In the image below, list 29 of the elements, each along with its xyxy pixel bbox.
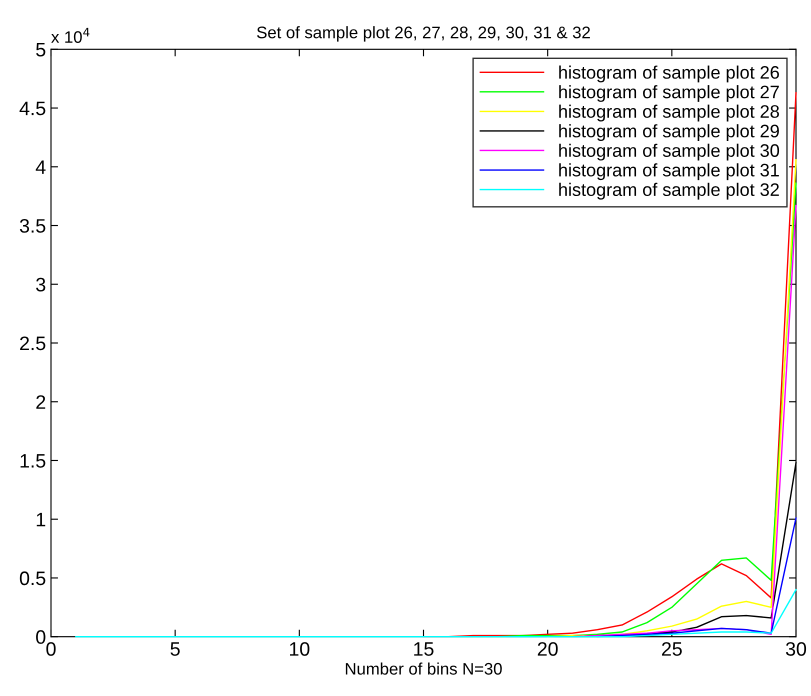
x-tick-label: 20: [538, 642, 558, 656]
y-tick-label: 1: [36, 512, 46, 526]
text: x 10$^{4}$: [51, 28, 90, 43]
x-tick-label: 15: [414, 642, 434, 656]
legend-label: histogram of sample plot 31: [559, 163, 779, 180]
x-axis-title: Number of bins N=30: [346, 662, 502, 675]
y-tick-label: 2.5: [20, 336, 46, 350]
y-tick-label: 0: [36, 630, 46, 644]
line-series: [75, 589, 797, 638]
legend-label: histogram of sample plot 30: [559, 144, 780, 161]
y-tick-label: 1.5: [20, 454, 46, 468]
y-tick-label: 0.5: [20, 571, 46, 586]
legend-label: histogram of sample plot 32: [559, 182, 779, 200]
legend-label: histogram of sample plot 26: [559, 66, 779, 82]
x-tick-label: 30: [786, 642, 806, 656]
y-tick-label: 2: [36, 395, 46, 409]
x-tick-label: 25: [662, 642, 682, 656]
x-tick-label: 0: [46, 642, 56, 656]
legend-label: histogram of sample plot 29: [559, 124, 779, 141]
x-tick-label: 5: [170, 642, 180, 656]
y-tick-label: 3.5: [20, 218, 46, 233]
chart-title: Set of sample plot 26, 27, 28, 29, 30, 31 & 32: [257, 26, 590, 42]
x-tick-label: 10: [290, 642, 310, 656]
y-tick-label: 5: [36, 42, 46, 57]
y-tick-label: 4: [36, 160, 46, 174]
y-tick-label: 4.5: [20, 102, 46, 116]
legend-label: histogram of sample plot 27: [559, 85, 779, 102]
legend-label: histogram of sample plot 28: [559, 104, 779, 122]
y-tick-label: 3: [36, 278, 46, 292]
